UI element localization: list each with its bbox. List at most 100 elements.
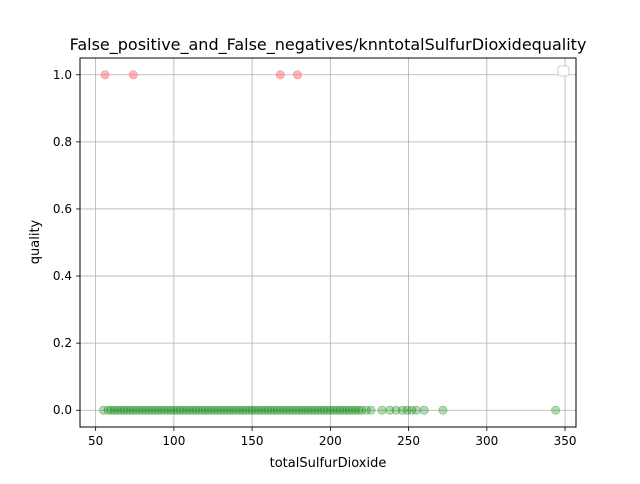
false-negative-point <box>153 405 163 415</box>
false-negative-point <box>385 405 395 415</box>
false-negative-point <box>253 405 263 415</box>
false-negative-point <box>354 405 364 415</box>
false-negative-point <box>310 405 320 415</box>
false-negative-point <box>391 405 401 415</box>
false-negative-point <box>213 405 223 415</box>
y-tick-label: 0.6 <box>53 202 72 216</box>
false-negative-point <box>241 405 251 415</box>
chart-title: False_positive_and_False_negatives/knnto… <box>70 35 587 55</box>
false-negative-point <box>181 405 191 415</box>
false-negative-point <box>344 405 354 415</box>
y-tick-label: 0.8 <box>53 135 72 149</box>
false-negative-point <box>260 405 270 415</box>
false-negative-point <box>178 405 188 415</box>
false-negative-point <box>216 405 226 415</box>
x-tick-label: 250 <box>397 434 420 448</box>
false-negative-point <box>150 405 160 415</box>
false-negative-point <box>119 405 129 415</box>
false-negative-point <box>350 405 360 415</box>
false-negative-point <box>144 405 154 415</box>
false-negative-point <box>197 405 207 415</box>
false-negative-point <box>347 405 357 415</box>
false-negative-point <box>325 405 335 415</box>
false-negative-point <box>338 405 348 415</box>
y-axis-ticks: 0.0 0.2 0.4 0.6 0.8 1.0 <box>53 68 80 417</box>
false-negative-point <box>166 405 176 415</box>
false-negative-point <box>210 405 220 415</box>
x-tick-label: 50 <box>88 434 103 448</box>
false-negative-point <box>159 405 169 415</box>
x-axis-ticks: 50 100 150 200 250 300 350 <box>88 427 577 448</box>
false-negative-point <box>319 405 329 415</box>
false-negative-point <box>113 405 123 415</box>
false-negative-point <box>200 405 210 415</box>
plot-frame <box>79 57 577 428</box>
false-negative-point <box>402 405 412 415</box>
x-tick-label: 300 <box>475 434 498 448</box>
false-negative-point <box>397 405 407 415</box>
false-positive-point <box>275 70 285 80</box>
false-negative-point <box>103 405 113 415</box>
false-negative-point <box>203 405 213 415</box>
false-negative-point <box>438 405 448 415</box>
false-negative-point <box>288 405 298 415</box>
false-negative-point <box>361 405 371 415</box>
y-tick-label: 0.2 <box>53 336 72 350</box>
false-negative-point <box>238 405 248 415</box>
false-negative-point <box>357 405 367 415</box>
false-negative-point <box>285 405 295 415</box>
false-negative-point <box>294 405 304 415</box>
false-negative-point <box>191 405 201 415</box>
false-negative-point <box>235 405 245 415</box>
false-negative-point <box>300 405 310 415</box>
false-negative-point <box>407 405 417 415</box>
false-negative-point <box>194 405 204 415</box>
false-negative-point <box>291 405 301 415</box>
false-negative-point <box>244 405 254 415</box>
false-positive-point <box>292 70 302 80</box>
false-negative-point <box>335 405 345 415</box>
false-negative-point <box>278 405 288 415</box>
false-negative-point <box>282 405 292 415</box>
x-axis-label: totalSulfurDioxide <box>270 456 387 471</box>
x-tick-label: 100 <box>162 434 185 448</box>
false-negative-point <box>228 405 238 415</box>
false-negative-point <box>172 405 182 415</box>
false-negative-point <box>275 405 285 415</box>
false-negative-point <box>225 405 235 415</box>
false-negative-point <box>185 405 195 415</box>
false-negative-point <box>266 405 276 415</box>
false-negative-point <box>122 405 132 415</box>
x-tick-label: 200 <box>319 434 342 448</box>
false-positive-point <box>100 70 110 80</box>
false-negative-point <box>219 405 229 415</box>
false-negative-point <box>125 405 135 415</box>
false-negative-point <box>131 405 141 415</box>
false-positive-point <box>128 70 138 80</box>
false-negative-point <box>188 405 198 415</box>
y-axis-label: quality <box>28 219 43 264</box>
false-negative-point <box>257 405 267 415</box>
false-negative-point <box>272 405 282 415</box>
false-negative-point <box>316 405 326 415</box>
y-tick-label: 0.0 <box>53 403 72 417</box>
false-negative-point <box>231 405 241 415</box>
false-negative-point <box>175 405 185 415</box>
false-negative-point <box>328 405 338 415</box>
false-negative-point <box>250 405 260 415</box>
false-negative-point <box>141 405 151 415</box>
false-negative-point <box>303 405 313 415</box>
false-negative-point <box>341 405 351 415</box>
false-negative-point <box>551 405 561 415</box>
false-negative-point <box>163 405 173 415</box>
false-negative-point <box>134 405 144 415</box>
false-negative-point <box>247 405 257 415</box>
false-negative-point <box>411 405 421 415</box>
false-negative-point <box>138 405 148 415</box>
false-negative-point <box>109 405 119 415</box>
false-negative-point <box>222 405 232 415</box>
false-negative-point <box>156 405 166 415</box>
